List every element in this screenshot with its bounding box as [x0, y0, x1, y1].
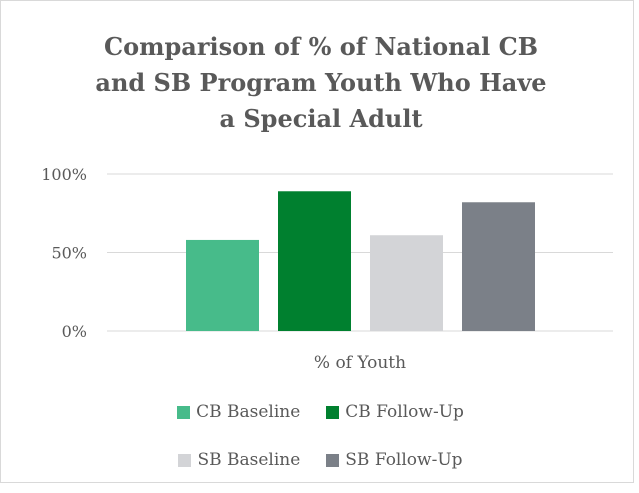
bar-sb-follow-up	[462, 202, 535, 331]
bar-cb-baseline	[186, 239, 259, 331]
y-tick-label: 100%	[41, 165, 87, 184]
legend-row-2: SB Baseline SB Follow-Up	[1, 445, 639, 475]
legend-item-sb-follow-up: SB Follow-Up	[326, 450, 463, 470]
legend-label-sb-baseline: SB Baseline	[197, 450, 301, 470]
bar-cb-follow-up	[278, 191, 351, 331]
chart-title: Comparison of % of National CB and SB Pr…	[61, 29, 581, 137]
chart-frame: Comparison of % of National CB and SB Pr…	[0, 0, 634, 483]
y-tick-label: 50%	[51, 244, 87, 263]
chart-title-line-1: Comparison of % of National CB	[103, 32, 538, 61]
legend-swatch-cb-baseline	[177, 405, 191, 419]
legend-item-cb-baseline: CB Baseline	[177, 402, 300, 422]
chart-legend: CB Baseline CB Follow-Up SB Baseline SB …	[1, 397, 639, 493]
bar-sb-baseline	[370, 235, 443, 331]
legend-item-cb-follow-up: CB Follow-Up	[326, 402, 464, 422]
legend-label-sb-follow-up: SB Follow-Up	[345, 450, 463, 470]
plot-area: 0% 50% 100% % of Youth	[41, 165, 613, 373]
x-category-label: % of Youth	[314, 353, 406, 373]
legend-swatch-sb-baseline	[178, 453, 192, 467]
legend-label-cb-baseline: CB Baseline	[196, 402, 301, 422]
legend-label-cb-follow-up: CB Follow-Up	[345, 402, 464, 422]
legend-row-1: CB Baseline CB Follow-Up	[1, 397, 639, 427]
legend-item-sb-baseline: SB Baseline	[178, 450, 300, 470]
legend-swatch-sb-follow-up	[326, 453, 340, 467]
legend-swatch-cb-follow-up	[326, 405, 340, 419]
chart-title-line-2: and SB Program Youth Who Have	[95, 68, 547, 97]
y-tick-label: 0%	[62, 322, 87, 341]
chart-title-line-3: a Special Adult	[219, 104, 423, 133]
